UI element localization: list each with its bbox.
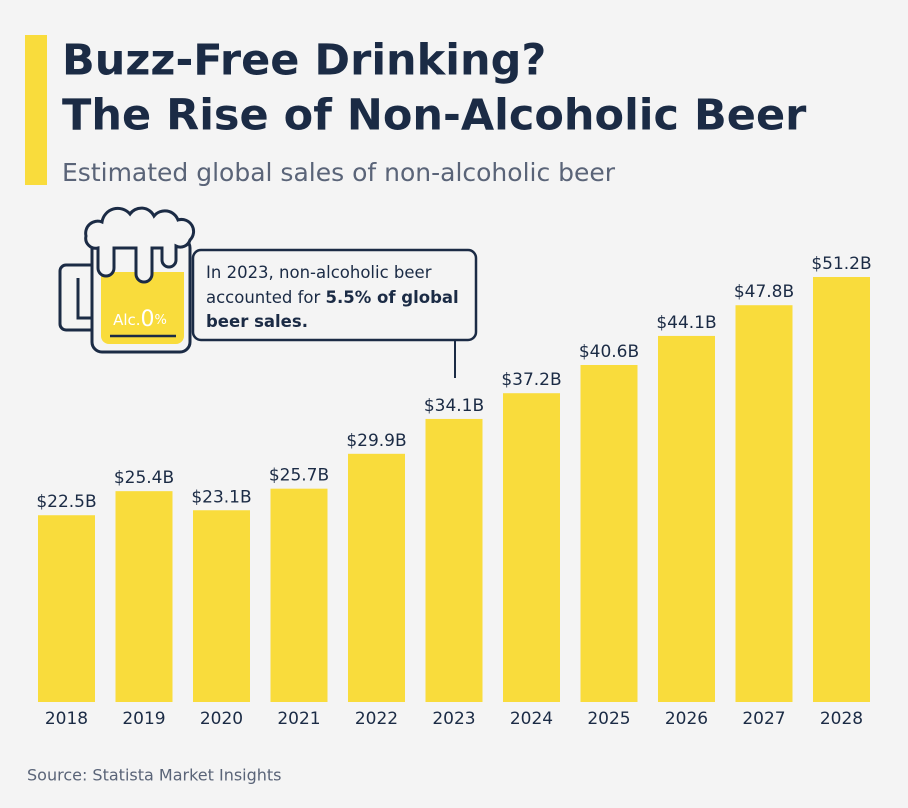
bar	[425, 418, 483, 702]
value-label: $47.8B	[734, 282, 794, 302]
value-label: $29.9B	[346, 431, 406, 451]
x-tick-label: 2021	[277, 709, 320, 729]
x-tick-label: 2027	[742, 709, 785, 729]
annotation-bold: 5.5% of global beer sales.	[206, 287, 459, 332]
value-label: $51.2B	[811, 254, 871, 274]
bar	[115, 491, 173, 702]
x-tick-label: 2019	[122, 709, 165, 729]
icon-label-part: %	[155, 313, 167, 328]
source: Source: Statista Market Insights	[27, 766, 282, 785]
annotation-box	[191, 248, 478, 342]
title-accent	[25, 35, 47, 185]
x-tick-label: 2022	[355, 709, 398, 729]
chart-title: The Rise of Non-Alcoholic Beer	[62, 91, 807, 141]
beer-icon	[58, 206, 196, 354]
bar	[503, 393, 560, 702]
chart-subtitle: Estimated global sales of non-alcoholic …	[62, 158, 616, 187]
x-tick-label: 2028	[820, 709, 863, 729]
bar	[348, 453, 405, 702]
annotation-text: In 2023, non-alcoholic beer accounted fo…	[206, 263, 432, 307]
icon-label-part: Alc.	[113, 311, 140, 329]
bar	[813, 277, 870, 702]
value-label: $25.4B	[114, 468, 174, 488]
value-label: $34.1B	[424, 396, 484, 416]
icon-label: Alc.0%	[113, 307, 167, 332]
chart-title: Buzz-Free Drinking?	[62, 36, 546, 86]
bar	[580, 364, 638, 702]
value-label: $25.7B	[269, 466, 329, 486]
bar	[735, 305, 793, 702]
value-label: $37.2B	[501, 370, 561, 390]
value-label: $40.6B	[579, 342, 639, 362]
bar	[38, 515, 95, 702]
bar	[658, 335, 715, 702]
x-tick-label: 2018	[45, 709, 88, 729]
value-label: $44.1B	[656, 313, 716, 333]
annotation: In 2023, non-alcoholic beer accounted fo…	[206, 261, 468, 335]
bar	[270, 488, 328, 702]
icon-label-part: 0	[141, 307, 155, 332]
x-tick-label: 2023	[432, 709, 475, 729]
bar	[193, 510, 250, 702]
x-tick-label: 2024	[510, 709, 553, 729]
x-tick-label: 2025	[587, 709, 630, 729]
value-label: $22.5B	[36, 492, 96, 512]
x-tick-label: 2026	[665, 709, 708, 729]
value-label: $23.1B	[191, 487, 251, 507]
x-tick-label: 2020	[200, 709, 243, 729]
